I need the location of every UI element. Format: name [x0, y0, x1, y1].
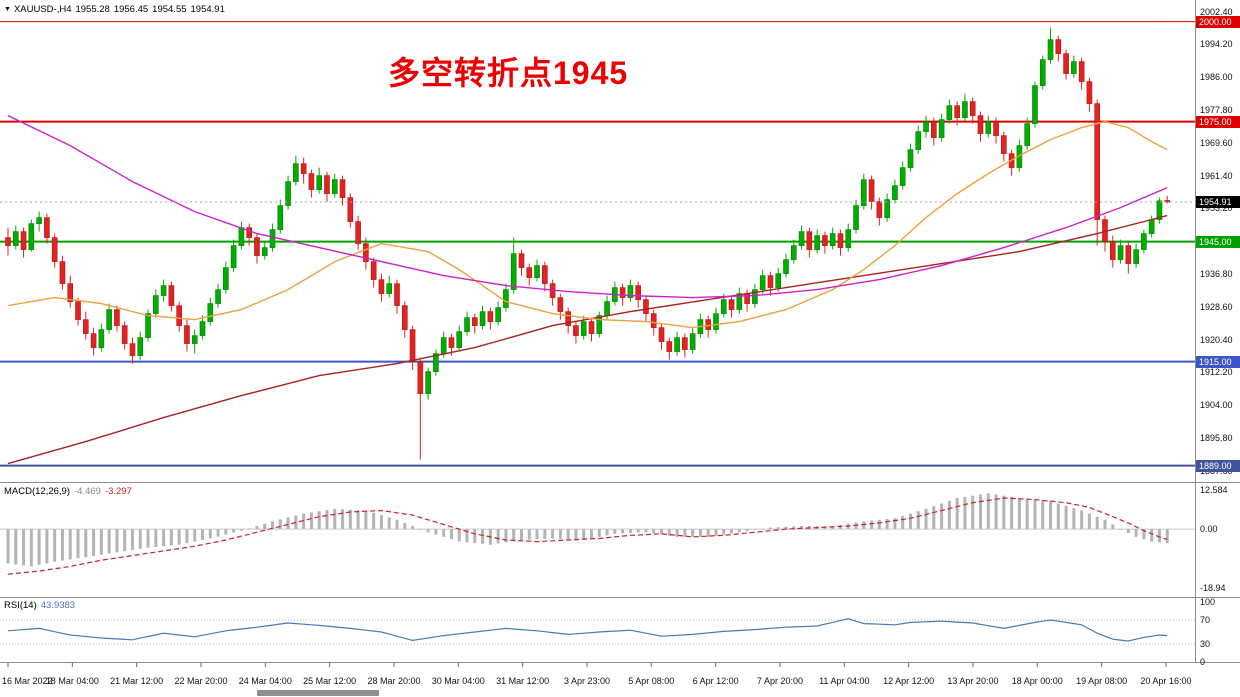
date-label: 19 Apr 08:00 — [1076, 676, 1128, 686]
macd-axis-label: -18.94 — [1200, 582, 1226, 593]
rsi-axis-label: 30 — [1200, 638, 1211, 649]
macd-axis-label: 0.00 — [1200, 523, 1218, 534]
horizontal-scrollbar-thumb[interactable] — [257, 690, 379, 696]
date-label: 5 Apr 08:00 — [628, 676, 675, 686]
rsi-axis-label: 70 — [1200, 614, 1211, 625]
rsi-indicator-label: RSI(14) 43.9383 — [4, 600, 79, 611]
date-label: 30 Mar 04:00 — [431, 676, 485, 686]
macd-axis-label: 12.584 — [1200, 484, 1228, 495]
price-axis-label: 1904.00 — [1200, 400, 1233, 411]
date-label: 24 Mar 04:00 — [238, 676, 292, 686]
rsi-name: RSI(14) — [4, 600, 37, 611]
price-axis-label: 1895.80 — [1200, 432, 1233, 443]
price-axis-label: 1977.80 — [1200, 104, 1233, 115]
ohlc-close: 1954.91 — [190, 4, 225, 15]
price-axis-label: 1920.40 — [1200, 334, 1233, 345]
price-axis-label: 2002.40 — [1200, 6, 1233, 17]
rsi-axis-label: 100 — [1200, 596, 1216, 607]
date-label: 13 Apr 20:00 — [947, 676, 999, 686]
price-axis-label: 1986.00 — [1200, 72, 1233, 83]
symbol-ohlc-bar: ▼ XAUUSD-,H4 1955.28 1956.45 1954.55 1954.91 — [4, 4, 229, 15]
symbol-name: XAUUSD-,H4 — [13, 4, 72, 15]
date-label: 6 Apr 12:00 — [692, 676, 739, 686]
date-label: 7 Apr 20:00 — [756, 676, 803, 686]
date-label: 21 Mar 12:00 — [110, 676, 164, 686]
date-label: 18 Mar 04:00 — [45, 676, 99, 686]
ohlc-high: 1956.45 — [113, 4, 149, 15]
date-label: 20 Apr 16:00 — [1140, 676, 1192, 686]
price-axis-label: 1912.20 — [1200, 367, 1233, 378]
rsi-value: 43.9383 — [40, 600, 76, 611]
price-line-label-box: 1915.00 — [1196, 355, 1240, 368]
price-axis-label: 1936.80 — [1200, 268, 1233, 279]
date-label: 3 Apr 23:00 — [563, 676, 610, 686]
macd-indicator-label: MACD(12,26,9) -4.469 -3.297 — [4, 486, 136, 497]
price-line-label-box: 1889.00 — [1196, 459, 1240, 472]
macd-signal-value: -3.297 — [104, 486, 132, 497]
date-label: 28 Mar 20:00 — [367, 676, 421, 686]
chart-annotation-text: 多空转折点1945 — [388, 55, 629, 91]
price-line-label-box: 1975.00 — [1196, 115, 1240, 128]
rsi-axis-label: 0 — [1200, 656, 1206, 667]
price-axis-label: 1953.20 — [1200, 203, 1233, 214]
date-label: 18 Apr 00:00 — [1011, 676, 1063, 686]
price-axis-label: 1969.60 — [1200, 137, 1233, 148]
ohlc-open: 1955.28 — [75, 4, 110, 15]
date-label: 11 Apr 04:00 — [819, 676, 870, 686]
current-price-box: 1954.91 — [1196, 195, 1240, 208]
date-label: 25 Mar 12:00 — [303, 676, 357, 686]
date-label: 31 Mar 12:00 — [496, 676, 550, 686]
price-axis-label: 1928.60 — [1200, 301, 1233, 312]
ohlc-low: 1954.55 — [152, 4, 187, 15]
macd-name: MACD(12,26,9) — [4, 486, 70, 497]
macd-main-value: -4.469 — [74, 486, 101, 497]
price-axis-label: 1961.40 — [1200, 170, 1233, 181]
price-line-label-box: 1945.00 — [1196, 235, 1240, 248]
date-label: 12 Apr 12:00 — [883, 676, 935, 686]
chart-dropdown-icon[interactable]: ▼ — [4, 6, 11, 13]
price-axis-label: 1994.20 — [1200, 39, 1233, 50]
date-label: 22 Mar 20:00 — [174, 676, 228, 686]
price-line-label-box: 2000.00 — [1196, 15, 1240, 28]
date-label: 16 Mar 2022 — [2, 676, 53, 686]
